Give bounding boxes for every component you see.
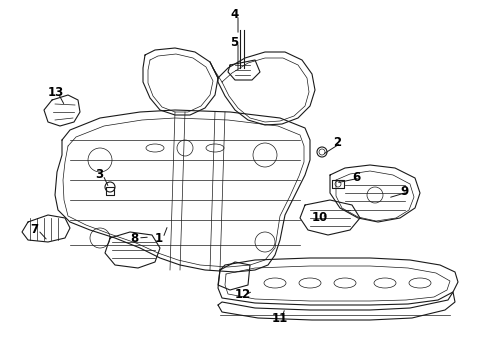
- Text: 8: 8: [130, 231, 138, 244]
- Text: 6: 6: [351, 171, 360, 184]
- Text: 10: 10: [311, 211, 327, 225]
- Text: 13: 13: [48, 86, 64, 99]
- Text: 4: 4: [229, 9, 238, 22]
- Text: 9: 9: [399, 185, 407, 198]
- Text: 1: 1: [155, 231, 163, 244]
- Text: 3: 3: [95, 168, 103, 181]
- Text: 5: 5: [229, 36, 238, 49]
- Text: 12: 12: [235, 288, 251, 301]
- Text: 2: 2: [332, 136, 341, 149]
- Text: 11: 11: [271, 311, 287, 324]
- Text: 7: 7: [30, 224, 38, 237]
